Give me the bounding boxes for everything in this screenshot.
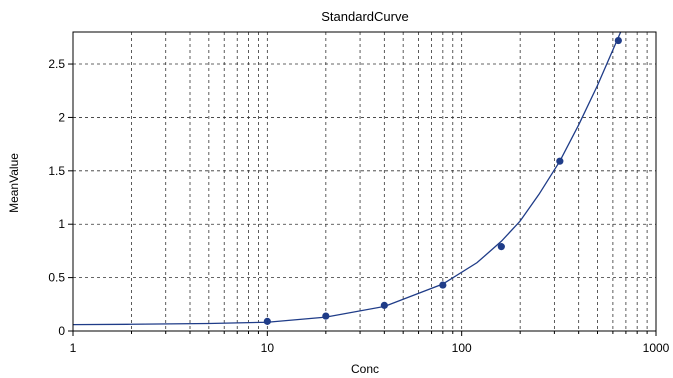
x-tick-label: 100 [452, 341, 472, 355]
data-point [322, 312, 330, 320]
y-axis-label: MeanValue [7, 153, 21, 213]
y-tick-label: 0 [58, 324, 65, 338]
y-tick-label: 2 [58, 110, 65, 124]
plot-frame [72, 31, 657, 332]
data-points [263, 36, 622, 325]
y-tick-label: 1 [58, 217, 65, 231]
data-point [497, 243, 505, 251]
data-point [439, 281, 447, 289]
chart-title: StandardCurve [321, 9, 408, 24]
y-tick-label: 2.5 [48, 57, 65, 71]
data-point [380, 301, 388, 309]
data-point [263, 317, 271, 325]
fit-curve-line [73, 32, 622, 326]
data-point [556, 157, 564, 165]
x-tick-label: 10 [261, 341, 275, 355]
y-axis-ticks: 0 0.5 1 1.5 2 2.5 [48, 57, 73, 338]
grid [73, 32, 656, 331]
y-tick-label: 0.5 [48, 271, 65, 285]
fit-curve-layer [73, 32, 622, 326]
x-tick-label: 1 [70, 341, 77, 355]
data-point [614, 36, 622, 45]
x-axis-ticks: 1 10 100 1000 [70, 331, 670, 355]
y-tick-label: 1.5 [48, 164, 65, 178]
x-axis-label: Conc [351, 362, 379, 376]
x-tick-label: 1000 [643, 341, 670, 355]
